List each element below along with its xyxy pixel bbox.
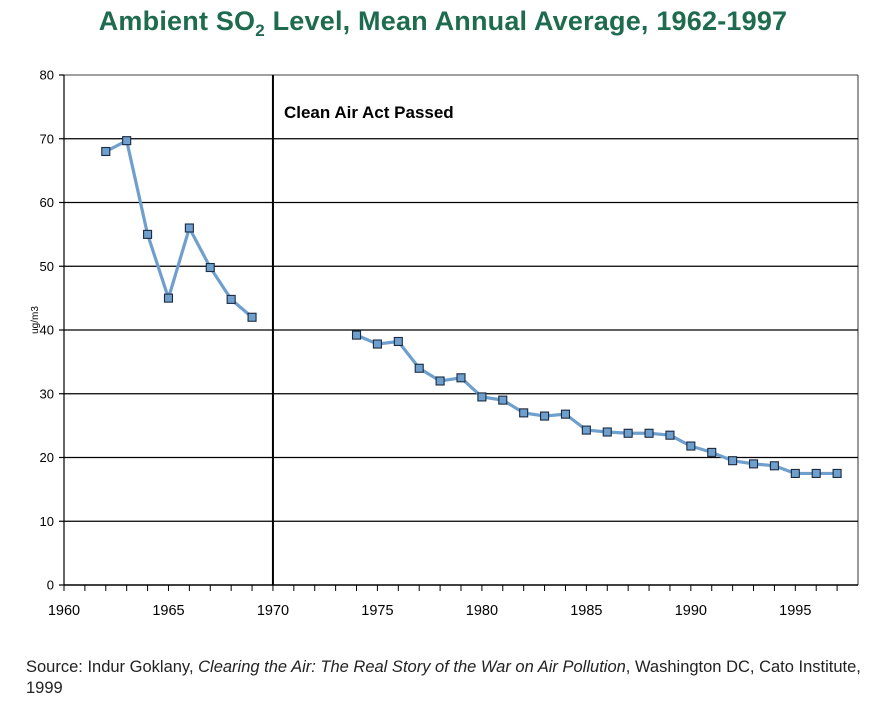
x-tick-label: 1980 — [466, 603, 498, 619]
data-point-1981 — [498, 395, 508, 405]
source-suffix: , Washington DC, Cato Institute, 1999 — [26, 658, 861, 697]
data-point-1990 — [686, 441, 696, 451]
axes: 0 10 20 30 40 50 60 70 80 1960 1965 1970 1975 1980 198… — [30, 68, 859, 619]
x-tick-label: 1990 — [675, 603, 707, 619]
data-point-1977 — [414, 363, 424, 373]
data-point-1992 — [728, 456, 738, 466]
data-point-1984 — [560, 409, 571, 419]
title-subscript: 2 — [255, 21, 265, 40]
data-point-1965 — [163, 293, 174, 303]
y-tick-label: 60 — [40, 195, 54, 210]
data-point-1975 — [372, 339, 382, 349]
data-point-1976 — [393, 336, 403, 347]
series — [101, 136, 842, 478]
data-point-1979 — [456, 373, 466, 383]
y-tick-label: 50 — [40, 259, 54, 274]
annotation-label: Clean Air Act Passed — [284, 103, 454, 122]
data-point-1964 — [143, 229, 153, 239]
source-citation: Source: Indur Goklany, Clearing the Air:… — [26, 657, 876, 699]
x-tick-label: 1985 — [570, 603, 602, 619]
data-point-1985 — [581, 425, 591, 435]
data-point-1969 — [247, 312, 257, 322]
x-tick-label: 1995 — [779, 603, 811, 619]
data-point-1988 — [644, 428, 654, 438]
data-point-1995 — [790, 468, 800, 478]
y-tick-label: 10 — [40, 514, 54, 529]
y-tick-label: 0 — [47, 578, 54, 593]
data-point-1967 — [205, 262, 215, 273]
y-axis-label: ug/m3 — [30, 306, 41, 334]
data-point-1997 — [832, 468, 842, 478]
line-chart: 0 10 20 30 40 50 60 70 80 1960 1965 1970 1975 1980 198… — [30, 68, 859, 619]
annotations: Clean Air Act Passed — [271, 75, 454, 585]
y-tick-label: 30 — [40, 386, 54, 401]
data-point-1994 — [769, 461, 779, 471]
y-tick-label: 40 — [40, 323, 54, 338]
source-prefix: Source: Indur Goklany, — [26, 658, 199, 676]
chart-title: Ambient SO2 Level, Mean Annual Average, … — [0, 6, 886, 41]
data-point-1996 — [811, 468, 821, 478]
y-tick-label: 80 — [40, 68, 54, 83]
y-tick-label: 70 — [40, 131, 54, 146]
data-point-1974 — [351, 330, 362, 340]
data-point-1986 — [602, 427, 612, 437]
data-point-1993 — [748, 459, 759, 469]
series-line-segment — [355, 333, 838, 476]
x-tick-label: 1970 — [257, 603, 289, 619]
x-tick-label: 1960 — [48, 603, 80, 619]
data-point-1966 — [184, 223, 194, 233]
y-tick-label: 20 — [40, 450, 54, 465]
data-point-1982 — [519, 408, 529, 418]
data-point-1980 — [477, 392, 487, 402]
data-point-1983 — [540, 411, 550, 421]
data-point-1987 — [623, 428, 633, 438]
data-point-1991 — [707, 447, 717, 457]
series-line-segment — [105, 139, 254, 319]
data-point-1989 — [665, 430, 675, 440]
x-tick-label: 1965 — [152, 603, 184, 619]
source-book-title: Clearing the Air: The Real Story of the … — [198, 658, 626, 676]
data-point-1963 — [122, 136, 132, 146]
data-point-1978 — [435, 376, 445, 386]
data-point-1968 — [226, 294, 236, 304]
data-point-1962 — [101, 146, 111, 157]
title-text: Ambient SO — [98, 6, 256, 36]
x-tick-label: 1975 — [361, 603, 393, 619]
grid — [64, 74, 858, 522]
title-text-rest: Level, Mean Annual Average, 1962-1997 — [264, 6, 788, 36]
